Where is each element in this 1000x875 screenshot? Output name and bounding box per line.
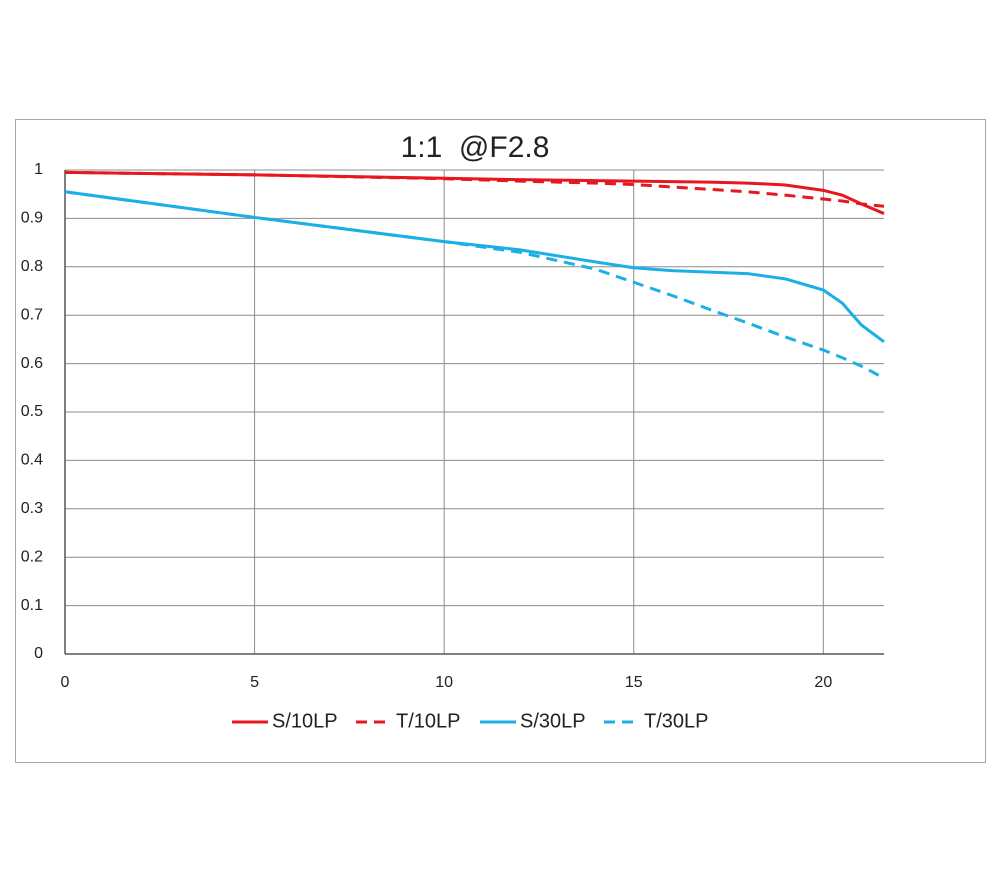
x-tick-label: 5: [250, 674, 259, 691]
y-tick-label: 0.3: [21, 500, 43, 517]
y-tick-label: 0.7: [21, 306, 43, 323]
y-tick-label: 0.1: [21, 597, 43, 614]
y-tick-label: 1: [34, 161, 43, 178]
y-tick-label: 0.8: [21, 258, 43, 275]
series-line: [64, 170, 885, 215]
x-tick-label: 0: [61, 674, 70, 691]
legend-label: T/30LP: [644, 710, 708, 732]
y-tick-label: 0.2: [21, 548, 43, 565]
y-tick-label: 0: [34, 645, 43, 662]
series-line: [64, 190, 885, 344]
y-tick-label: 0.9: [21, 210, 43, 227]
x-tick-label: 15: [625, 674, 643, 691]
series-line: [64, 170, 885, 208]
x-tick-label: 20: [814, 674, 832, 691]
legend-label: S/10LP: [272, 710, 338, 732]
x-tick-label: 10: [435, 674, 453, 691]
y-tick-label: 0.4: [21, 452, 43, 469]
chart-border: [15, 119, 986, 763]
legend-label: S/30LP: [520, 710, 586, 732]
chart-title: 1:1 @F2.8: [401, 131, 550, 164]
y-tick-label: 0.5: [21, 403, 43, 420]
series-line: [64, 190, 885, 380]
y-tick-label: 0.6: [21, 355, 43, 372]
legend-label: T/10LP: [396, 710, 460, 732]
